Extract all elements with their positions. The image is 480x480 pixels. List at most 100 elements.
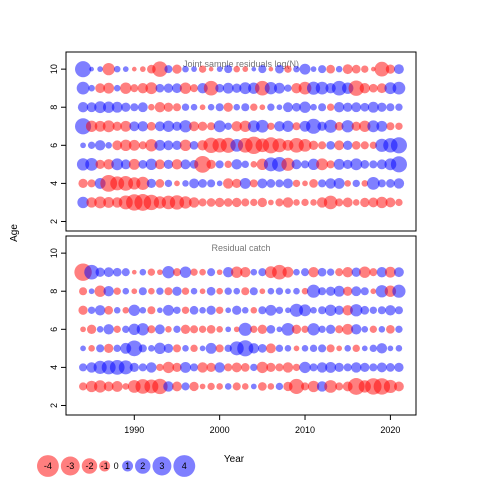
bottom-point-9-2010 [300,268,310,277]
bottom-point-4-1984 [79,363,88,372]
bottom-point-5-2016 [352,344,360,353]
top-point-3-2020 [385,197,396,208]
top-point-7-2005 [255,119,269,133]
top-point-9-2006 [264,82,278,95]
bottom-point-3-1989 [122,383,130,390]
top-point-7-2003 [239,120,251,132]
top-point-5-2000 [215,160,224,169]
bottom-point-9-2015 [342,266,353,278]
top-point-6-1984 [80,142,86,149]
top-point-8-2009 [292,102,301,112]
xtick-label-1990: 1990 [124,425,144,435]
bottom-point-9-2018 [369,268,378,277]
top-point-8-2014 [333,102,345,113]
bottom-point-4-2019 [376,362,387,373]
xtick-label-2010: 2010 [295,425,315,435]
legend-bubble-3 [152,456,172,476]
bottom-point-6-1988 [113,325,121,333]
top-point-10-2013 [326,64,335,74]
bottom-point-9-2003 [240,266,251,278]
bottom-point-9-2012 [317,267,327,277]
bottom-point-8-2006 [267,287,275,295]
top-point-4-1984 [78,178,88,189]
top-point-9-1985 [88,84,95,92]
top-point-4-2014 [333,177,345,189]
bottom-point-5-2006 [265,343,276,354]
top-point-10-1993 [152,61,168,77]
top-point-6-1987 [105,142,112,149]
top-point-7-1993 [154,121,165,132]
bottom-point-7-2020 [385,305,396,316]
bottom-point-8-1996 [181,287,190,295]
top-point-3-2016 [352,199,360,206]
bubble-size-legend: -4 -3 -2 -1 0 1 2 3 4 [37,455,196,477]
top-point-3-1999 [206,198,216,207]
bottom-point-7-2018 [369,306,377,314]
top-point-4-2021 [393,178,405,189]
bottom-point-7-1993 [157,307,163,314]
top-point-4-2016 [352,179,360,188]
bottom-point-7-1990 [128,304,140,316]
bottom-point-8-1998 [199,288,206,295]
bottom-point-5-2015 [344,345,351,352]
top-point-7-2001 [224,122,232,130]
top-point-4-1985 [87,179,96,188]
top-point-9-1994 [163,83,174,93]
top-point-5-1998 [194,155,211,173]
bottom-point-4-1998 [197,362,208,373]
bottom-point-4-2002 [231,362,242,373]
legend-label-1: 1 [125,461,130,471]
top-point-4-2006 [266,179,276,188]
top-point-9-2007 [273,82,285,94]
top-point-3-2011 [310,199,317,206]
legend-label-2: 2 [140,461,145,471]
top-point-4-2017 [361,180,369,187]
bottom-point-7-1992 [147,306,156,315]
top-point-4-2004 [249,179,258,188]
top-point-6-1996 [179,139,192,152]
bottom-point-7-2007 [275,306,284,314]
bottom-point-6-2009 [291,324,302,334]
top-point-9-2017 [359,82,370,94]
bottom-point-7-2008 [285,307,291,314]
bottom-point-8-2005 [259,288,266,295]
bottom-point-8-1993 [156,287,164,295]
bottom-point-6-1984 [80,326,86,333]
top-point-8-1988 [111,101,123,113]
bottom-ytick-label-8: 8 [49,289,59,294]
bottom-point-5-2012 [318,344,327,353]
top-point-8-2020 [386,103,395,112]
top-point-4-1993 [155,179,165,188]
top-point-3-2021 [395,198,403,207]
bottom-point-7-1996 [181,306,190,314]
top-point-10-2007 [275,64,284,74]
bottom-point-3-1994 [163,381,174,392]
bottom-point-4-2017 [360,362,370,373]
bottom-point-9-2019 [376,266,388,278]
top-point-5-2011 [307,158,320,171]
top-point-5-2010 [300,160,310,169]
top-point-3-1984 [77,196,89,209]
bottom-point-9-2013 [326,268,335,276]
top-panel-frame [65,51,417,232]
top-point-7-1998 [197,121,208,131]
bottom-point-7-1988 [113,306,121,314]
bottom-panel-title: Residual catch [211,243,270,253]
top-point-10-2000 [216,66,223,72]
bottom-point-8-2012 [318,287,327,296]
top-point-6-1985 [87,141,96,149]
bottom-panel-frame [65,235,417,416]
top-point-9-1991 [137,82,149,94]
top-point-9-2003 [239,82,252,95]
top-point-10-1996 [182,65,189,73]
bottom-point-4-2012 [316,362,328,373]
top-point-4-2019 [377,179,386,188]
top-point-6-1993 [154,139,166,151]
bottom-point-8-2008 [285,288,291,295]
bottom-point-3-2001 [224,383,232,390]
bottom-point-4-2001 [224,363,233,372]
bottom-point-8-2017 [360,287,369,296]
top-point-5-1996 [180,159,191,170]
bottom-point-6-1986 [96,326,104,333]
top-point-4-2012 [318,179,327,188]
